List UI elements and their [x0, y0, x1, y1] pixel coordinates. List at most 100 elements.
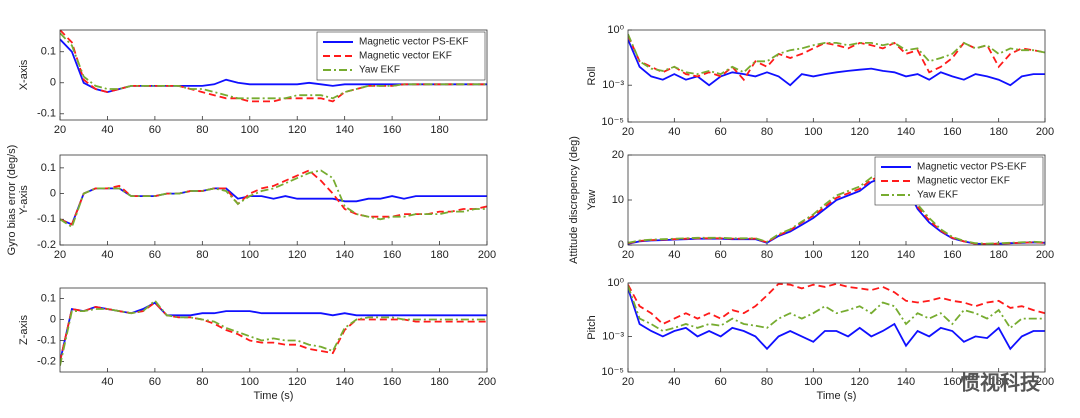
x-tick-label: 100	[241, 124, 259, 136]
x-tick-label: 120	[850, 376, 868, 388]
legend-label: Yaw EKF	[359, 65, 400, 76]
axes-frame	[627, 282, 1046, 373]
x-tick-label: 80	[761, 126, 773, 138]
x-tick-label: 100	[804, 249, 822, 261]
x-tick-label: 160	[943, 126, 961, 138]
x-tick-label: 80	[761, 249, 773, 261]
axes-frame	[59, 29, 488, 121]
series-line	[628, 33, 1045, 76]
x-tick-label: 40	[101, 249, 113, 261]
x-tick-label: 60	[715, 249, 727, 261]
x-tick-label: 200	[478, 376, 496, 388]
y-axis-label: Roll	[586, 67, 598, 86]
x-tick-label: 20	[54, 249, 66, 261]
x-tick-label: 40	[668, 376, 680, 388]
x-tick-label: 40	[101, 376, 113, 388]
x-tick-label: 60	[149, 124, 161, 136]
x-tick-label: 120	[850, 126, 868, 138]
watermark: 惯视科技	[960, 370, 1041, 394]
x-tick-label: 180	[989, 249, 1007, 261]
x-tick-label: 140	[897, 249, 915, 261]
x-tick-label: 180	[430, 124, 448, 136]
x-tick-label: 80	[196, 124, 208, 136]
legend-box	[316, 31, 486, 81]
y-tick-label: 0	[50, 77, 56, 89]
x-tick-label: 160	[383, 124, 401, 136]
y-axis-label: X-axis	[18, 59, 30, 90]
left-label: Gyro bias error (deg/s)	[6, 145, 18, 256]
y-tick-label: 10⁻³	[602, 79, 624, 91]
axes-frame	[627, 29, 1046, 123]
x-tick-label: 100	[241, 249, 259, 261]
x-tick-label: 40	[101, 124, 113, 136]
y-tick-label: 10⁻³	[602, 330, 624, 342]
x-tick-label: 160	[943, 376, 961, 388]
x-tick-label: 80	[196, 249, 208, 261]
series-line	[60, 169, 487, 229]
y-tick-label: 0	[50, 313, 56, 325]
axes-frame	[59, 154, 488, 246]
x-tick-label: 200	[1036, 249, 1054, 261]
x-tick-label: 200	[1036, 376, 1054, 388]
x-tick-label: 60	[715, 376, 727, 388]
x-tick-label: 60	[149, 249, 161, 261]
y-axis-label: Z-axis	[18, 315, 30, 345]
legend-label: Magnetic vector PS-EKF	[359, 37, 468, 48]
y-tick-label: 10⁰	[607, 277, 624, 289]
x-tick-label: 120	[288, 124, 306, 136]
legend-label: Magnetic vector EKF	[359, 51, 452, 62]
x-tick-label: 140	[897, 376, 915, 388]
y-tick-label: -0.1	[37, 213, 56, 225]
y-tick-label: -0.1	[37, 334, 56, 346]
x-tick-label: 180	[989, 126, 1007, 138]
x-tick-label: 140	[335, 249, 353, 261]
x-tick-label: 160	[943, 249, 961, 261]
y-tick-label: 10⁰	[607, 24, 624, 36]
x-tick-label: 160	[383, 249, 401, 261]
x-tick-label: 80	[761, 376, 773, 388]
x-tick-label: 80	[196, 376, 208, 388]
x-tick-label: 200	[1036, 126, 1054, 138]
y-tick-label: 0.1	[41, 46, 56, 58]
x-axis-label: Time (s)	[817, 390, 857, 402]
x-tick-label: 180	[989, 376, 1007, 388]
x-tick-label: 140	[335, 124, 353, 136]
y-tick-label: 10	[612, 194, 624, 206]
x-tick-label: 200	[478, 249, 496, 261]
y-tick-label: -0.1	[37, 108, 56, 120]
series-line	[628, 288, 1045, 351]
x-tick-label: 20	[622, 249, 634, 261]
x-tick-label: 40	[668, 126, 680, 138]
x-axis-label: Time (s)	[254, 390, 294, 402]
series-line	[60, 299, 487, 366]
x-tick-label: 120	[288, 249, 306, 261]
plot-area	[60, 288, 487, 372]
x-tick-label: 60	[149, 376, 161, 388]
x-tick-label: 100	[804, 376, 822, 388]
x-tick-label: 60	[715, 126, 727, 138]
series-line	[60, 32, 487, 100]
x-tick-label: 20	[622, 376, 634, 388]
legend-label: Magnetic vector EKF	[917, 176, 1010, 187]
y-tick-label: 10⁻⁵	[601, 116, 624, 128]
x-tick-label: 120	[288, 376, 306, 388]
series-line	[628, 165, 1045, 245]
x-tick-label: 40	[668, 249, 680, 261]
x-tick-label: 20	[622, 126, 634, 138]
legend-label: Magnetic vector PS-EKF	[917, 162, 1026, 173]
y-tick-label: 0	[50, 187, 56, 199]
y-tick-label: -0.2	[37, 239, 56, 251]
y-tick-label: 0.1	[41, 162, 56, 174]
y-axis-label: Y-axis	[18, 185, 30, 215]
axes-frame	[627, 154, 1046, 246]
y-axis-label: Yaw	[586, 190, 598, 211]
legend-label: Yaw EKF	[917, 190, 958, 201]
plot-area	[628, 283, 1045, 372]
axes-frame	[59, 287, 488, 373]
x-tick-label: 100	[241, 376, 259, 388]
y-tick-label: 0.1	[41, 292, 56, 304]
x-tick-label: 120	[850, 249, 868, 261]
series-line	[628, 285, 1045, 332]
plot-area	[60, 155, 487, 245]
